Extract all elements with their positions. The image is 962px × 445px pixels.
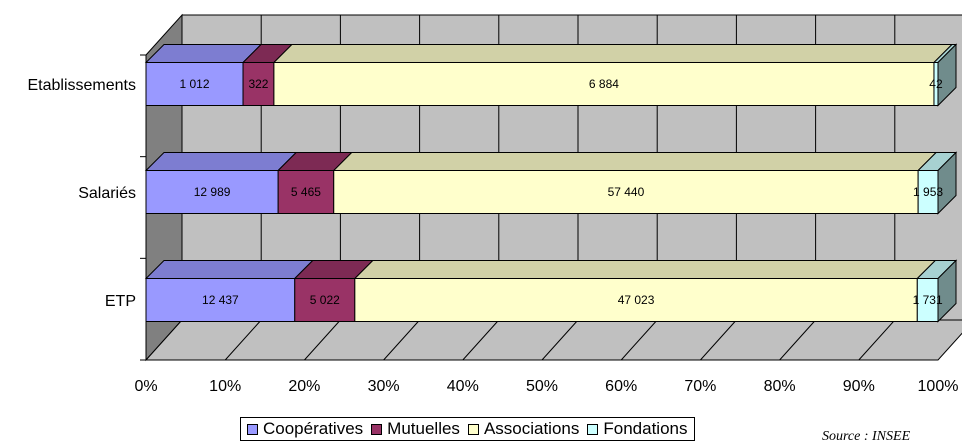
legend-label: Associations: [483, 419, 580, 438]
legend-item: Mutuelles: [371, 419, 460, 439]
x-tick-label: 100%: [918, 378, 959, 395]
data-label: 6 884: [589, 77, 619, 91]
gridline-floor: [383, 319, 420, 361]
bar-Salariés-Coopératives: [145, 170, 279, 214]
data-label: 1 953: [913, 185, 943, 199]
bar-top-Coopératives: [144, 152, 298, 171]
data-label: 5 022: [310, 293, 340, 307]
gridline-floor: [858, 319, 896, 361]
bar-ETP-Mutuelles: [294, 278, 356, 322]
bar-Etablissements-Mutuelles: [242, 62, 275, 106]
gridline-floor: [462, 319, 500, 361]
data-label: 322: [248, 77, 268, 91]
bar-end-Etablissements: [937, 43, 957, 107]
legend-item: Associations: [467, 419, 580, 439]
x-tick-label: 60%: [605, 378, 637, 395]
bar-Salariés-Associations: [333, 170, 919, 214]
data-label: 5 465: [291, 185, 321, 199]
bar-Salariés-Mutuelles: [277, 170, 335, 214]
data-label: 42: [929, 77, 943, 91]
legend-item: Fondations: [587, 419, 688, 439]
category-label: Salariés: [78, 185, 136, 202]
x-tick-label: 30%: [368, 378, 400, 395]
legend-label: Coopératives: [263, 419, 364, 438]
bar-ETP-Coopératives: [145, 278, 296, 322]
data-label: 12 989: [194, 185, 231, 199]
category-label: Etablissements: [28, 77, 137, 94]
bar-top-Coopératives: [144, 260, 314, 279]
legend-swatch: [247, 423, 258, 435]
bar-end-ETP: [937, 259, 957, 323]
legend-swatch: [587, 423, 599, 435]
legend-swatch: [371, 423, 383, 435]
gridline-floor: [224, 319, 262, 361]
data-label: 12 437: [202, 293, 239, 307]
legend-item: Coopératives: [247, 419, 363, 439]
data-label: 1 731: [913, 293, 943, 307]
bar-ETP-Associations: [354, 278, 918, 322]
gridline-floor: [620, 319, 658, 361]
legend-swatch: [467, 423, 479, 435]
legend-label: Mutuelles: [387, 419, 460, 438]
x-tick-label: 70%: [684, 378, 716, 395]
bar-top-Associations: [353, 260, 937, 279]
floor: [144, 319, 962, 361]
data-label: 47 023: [618, 293, 655, 307]
category-label: ETP: [105, 293, 136, 310]
x-tick-label: 50%: [526, 378, 558, 395]
data-label: 1 012: [180, 77, 210, 91]
legend: Coopératives Mutuelles Associations Fondati…: [240, 417, 695, 441]
bar-top-Associations: [272, 44, 954, 63]
x-tick-label: 10%: [209, 378, 241, 395]
bar-top-Coopératives: [144, 44, 263, 63]
x-tick-label: 90%: [843, 378, 875, 395]
gridline-floor: [779, 319, 816, 361]
x-tick-label: 40%: [447, 378, 479, 395]
data-label: 57 440: [608, 185, 645, 199]
x-tick-label: 20%: [288, 378, 320, 395]
x-tick-label: 0%: [134, 378, 157, 395]
bar-top-Associations: [332, 152, 938, 171]
source-note: Source : INSEE: [822, 429, 911, 444]
gridline-floor: [700, 319, 737, 361]
x-tick-label: 80%: [764, 378, 796, 395]
bar-end-Salariés: [937, 151, 957, 215]
gridline-floor: [304, 319, 341, 361]
bar-Etablissements-Associations: [273, 62, 935, 106]
gridline-floor: [541, 319, 579, 361]
legend-label: Fondations: [603, 419, 688, 438]
